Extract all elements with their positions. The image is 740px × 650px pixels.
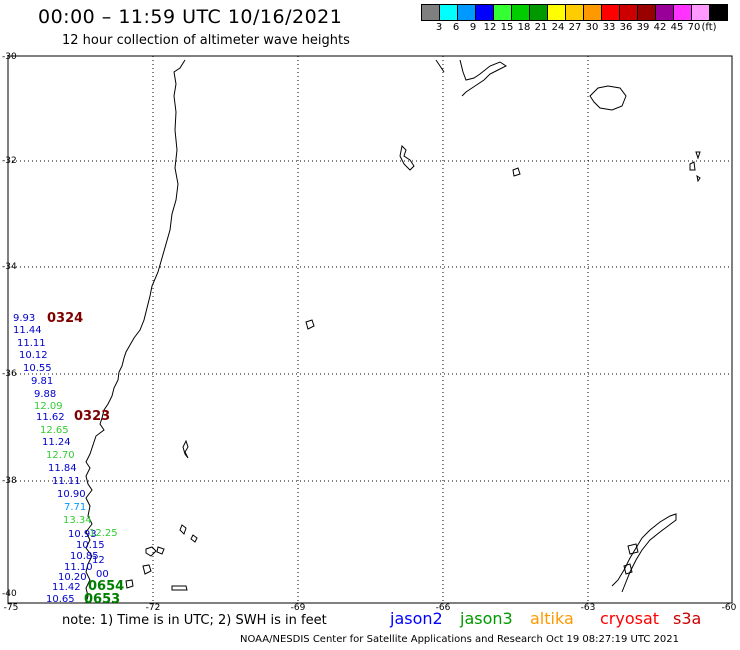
argentina-coastline	[435, 59, 507, 97]
island	[689, 151, 701, 183]
x-tick-label: -66	[435, 603, 451, 613]
satellite-legend-cryosat: cryosat	[600, 609, 660, 628]
plot-frame	[7, 55, 733, 604]
credit-line: NOAA/NESDIS Center for Satellite Applica…	[240, 634, 679, 645]
wave-height-value: 7.71	[64, 502, 87, 513]
map-grid	[8, 56, 732, 603]
chart-subtitle: 12 hour collection of altimeter wave hei…	[62, 33, 350, 48]
wave-height-value: 12.70	[46, 450, 75, 461]
island	[627, 543, 639, 555]
color-legend-label: 45	[670, 22, 684, 33]
color-legend-label: 24	[551, 22, 565, 33]
wave-height-value: 00	[96, 569, 109, 580]
pass-time: 0653	[84, 592, 121, 607]
y-tick-label: -40	[2, 589, 17, 599]
wave-height-value: 12.09	[34, 401, 63, 412]
wave-height-value: 11.24	[42, 437, 71, 448]
wave-height-value: 11.11	[52, 476, 81, 487]
footer-note: note: 1) Time is in UTC; 2) SWH is in fe…	[62, 613, 327, 628]
wave-height-value: 10.12	[19, 350, 48, 361]
color-legend-labels: 3 6 9 12 15 18 21 24 27 30 33 36 39 42 45 70 (ft)	[422, 22, 740, 34]
island	[589, 85, 627, 111]
wave-height-value: 9.88	[34, 389, 57, 400]
x-tick-label: -75	[3, 603, 19, 613]
pass-time: 0323	[74, 409, 111, 424]
color-legend-label: 15	[500, 22, 514, 33]
pass-time: 0324	[47, 311, 84, 326]
color-legend-unit: (ft)	[701, 22, 717, 33]
island	[512, 167, 521, 177]
wave-height-value: 13.34	[63, 515, 92, 526]
color-legend-label: 39	[636, 22, 650, 33]
wave-height-value: 10.93	[68, 529, 97, 540]
color-legend-label: 18	[517, 22, 531, 33]
x-tick-label: -63	[580, 603, 596, 613]
y-tick-label: -38	[2, 476, 17, 486]
color-legend-label: 70	[687, 22, 701, 33]
wave-height-value: 12.25	[89, 528, 118, 539]
color-legend-label: 33	[602, 22, 616, 33]
wave-height-value: 10.15	[76, 540, 105, 551]
color-legend-label: 36	[619, 22, 633, 33]
color-legend-bar	[421, 4, 728, 21]
chile-coastline	[85, 59, 186, 604]
wave-height-value: 12.65	[40, 425, 69, 436]
pass-time: 0654	[88, 579, 125, 594]
island	[623, 563, 633, 575]
wave-height-value: 10.85	[70, 551, 99, 562]
island	[182, 439, 189, 459]
color-legend-label: 3	[435, 22, 443, 33]
x-tick-label: -72	[145, 603, 161, 613]
island	[179, 524, 187, 535]
chart-title: 00:00 – 11:59 UTC 10/16/2021	[38, 6, 343, 28]
y-tick-label: -32	[2, 156, 17, 166]
y-tick-label: -36	[2, 369, 17, 379]
island	[399, 144, 415, 171]
wave-height-value: 11.10	[64, 562, 93, 573]
y-tick-label: -34	[2, 262, 17, 272]
color-legend-label: 6	[452, 22, 460, 33]
color-legend-label: 21	[534, 22, 548, 33]
wave-height-value: 10.20	[58, 572, 87, 583]
wave-height-value: 11.44	[13, 325, 42, 336]
color-swatch	[709, 4, 728, 21]
island	[305, 319, 315, 330]
southeast-coastline	[611, 513, 677, 593]
wave-height-value: 10.65	[46, 594, 75, 605]
wave-height-value: 11.62	[36, 412, 65, 423]
y-tick-label: -30	[2, 52, 17, 62]
color-legend-label: 12	[483, 22, 497, 33]
island	[156, 546, 165, 555]
island	[142, 564, 152, 575]
wave-height-value: 12	[92, 555, 105, 566]
color-legend-label: 42	[653, 22, 667, 33]
island	[190, 534, 198, 543]
color-legend-label: 30	[585, 22, 599, 33]
satellite-legend-jason3: jason3	[460, 609, 513, 628]
wave-height-value: 11.11	[17, 338, 46, 349]
island	[145, 546, 157, 557]
color-legend-label: 27	[568, 22, 582, 33]
wave-height-value: 10.55	[23, 363, 52, 374]
wave-height-value: 9.81	[31, 376, 54, 387]
island	[125, 579, 134, 589]
x-tick-label: -60	[721, 603, 737, 613]
satellite-legend-altika: altika	[530, 609, 574, 628]
wave-height-value: 10.90	[57, 489, 86, 500]
color-legend-label: 9	[469, 22, 477, 33]
wave-height-value: 11.42	[52, 582, 81, 593]
x-tick-label: -69	[290, 603, 306, 613]
satellite-legend-s3a: s3a	[673, 609, 702, 628]
wave-height-value: 11.84	[48, 463, 77, 474]
island	[171, 585, 188, 591]
wave-height-value: 9.93	[13, 313, 36, 324]
satellite-legend-jason2: jason2	[390, 609, 443, 628]
